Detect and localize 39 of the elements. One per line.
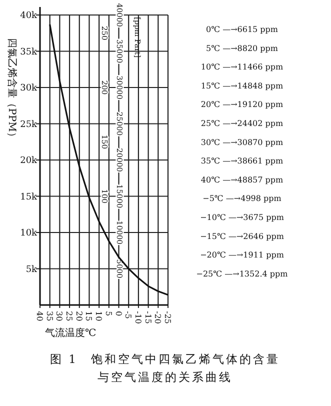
text: 15℃ —→14848 ppm [200,81,284,90]
y-tick-label: 20k [20,156,38,166]
x-tick-label: 25 [64,311,74,322]
x-tick-label: -5 [124,311,133,319]
text: −25℃ —→1352.4 ppm [196,269,288,278]
text: −15℃ —→2646 ppm [200,232,284,241]
y-tick-label: 40k [20,11,38,21]
x-tick-label: -10 [133,311,142,324]
x-tick-label: -15 [143,311,152,324]
text: −10℃ —→3675 ppm [200,213,284,222]
text: 25℃ —→24402 ppm [200,119,284,128]
text: 20℃ —→19120 ppm [200,100,284,110]
text: 图 1 饱和空气中四氯乙烯气体的含量与空气温度的关系曲线 [50,351,280,386]
text: 30℃ —→30870 ppm [200,138,284,147]
text: 5℃ —→8820 ppm [206,44,278,53]
x-tick-label: 5 [104,311,113,316]
x-tick-label: 30 [54,311,64,322]
y-tick-label: 5k [26,264,38,275]
x-tick-label: 0 [114,311,123,316]
x-tick-label: 15 [84,311,94,322]
x-tick-label: 10 [94,311,104,322]
x-tick-label: 20 [74,311,84,322]
text: −5℃ —→4998 ppm [202,194,282,204]
x-tick-label: -20 [153,311,162,324]
y-axis-title: 四氯乙烯含量（PPM） [6,38,18,142]
x-tick-label: 35 [44,311,54,322]
y-tick-label: 35k [20,47,38,58]
y-tick-label: 30k [20,84,38,94]
text: 0℃ —→6615 ppm [206,25,278,34]
y-tick-label: 25k [20,120,38,130]
x-tick-label: -25 [163,311,172,324]
text: −20℃ —→1911 ppm [200,250,284,260]
text: 35℃ —→38661 ppm [200,156,284,166]
x-axis-title: 气流温度℃ [45,327,96,339]
y-tick-label: 15k [20,192,38,202]
y-tick-label: 10k [20,228,38,238]
text: 40℃ —→48857 ppm [200,175,284,184]
text: 10℃ —→11466 ppm [200,62,284,72]
x-tick-label: 40 [35,311,44,322]
